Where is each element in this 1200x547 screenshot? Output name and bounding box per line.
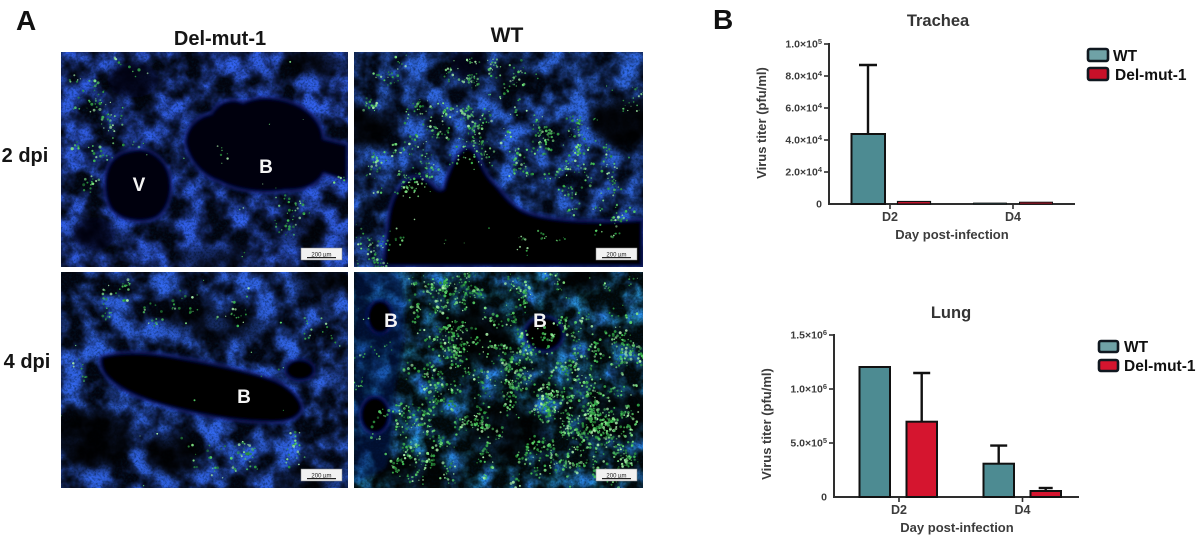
svg-text:6.0×104: 6.0×104 — [785, 101, 822, 115]
svg-text:200 µm: 200 µm — [606, 253, 626, 259]
svg-text:B: B — [259, 157, 273, 178]
svg-text:WT: WT — [1113, 48, 1138, 65]
svg-text:V: V — [133, 175, 146, 196]
svg-text:Day post-infection: Day post-infection — [895, 227, 1008, 242]
svg-text:D2: D2 — [882, 210, 898, 224]
svg-text:Del-mut-1: Del-mut-1 — [1115, 67, 1187, 84]
svg-text:0: 0 — [816, 199, 822, 211]
svg-text:Virus titer (pfu/ml): Virus titer (pfu/ml) — [759, 368, 774, 480]
svg-text:1.5×106: 1.5×106 — [790, 328, 827, 342]
svg-text:2.0×104: 2.0×104 — [785, 165, 822, 179]
svg-text:D2: D2 — [891, 503, 907, 517]
svg-text:Del-mut-1: Del-mut-1 — [1124, 358, 1196, 375]
svg-text:4.0×104: 4.0×104 — [785, 133, 822, 147]
svg-text:B: B — [384, 311, 398, 332]
svg-text:WT: WT — [491, 24, 524, 47]
svg-text:2 dpi: 2 dpi — [2, 145, 49, 167]
svg-text:A: A — [16, 5, 36, 36]
svg-text:D4: D4 — [1015, 503, 1031, 517]
svg-text:Virus titer (pfu/ml): Virus titer (pfu/ml) — [754, 67, 769, 179]
svg-text:B: B — [237, 387, 251, 408]
svg-text:1.0×106: 1.0×106 — [790, 382, 827, 396]
svg-text:Day post-infection: Day post-infection — [900, 520, 1013, 535]
svg-text:Del-mut-1: Del-mut-1 — [174, 28, 266, 50]
svg-text:D4: D4 — [1005, 210, 1021, 224]
svg-text:1.0×105: 1.0×105 — [785, 37, 822, 51]
svg-text:5.0×105: 5.0×105 — [790, 436, 827, 450]
svg-text:200 µm: 200 µm — [311, 474, 331, 480]
svg-text:WT: WT — [1124, 339, 1149, 356]
svg-text:8.0×104: 8.0×104 — [785, 69, 822, 83]
svg-text:B: B — [533, 311, 547, 332]
svg-text:4 dpi: 4 dpi — [4, 351, 51, 373]
svg-text:B: B — [713, 4, 733, 35]
svg-text:200 µm: 200 µm — [311, 253, 331, 259]
svg-text:0: 0 — [821, 492, 827, 504]
svg-text:Lung: Lung — [931, 304, 971, 322]
svg-text:200 µm: 200 µm — [606, 474, 626, 480]
svg-text:Trachea: Trachea — [907, 12, 970, 30]
